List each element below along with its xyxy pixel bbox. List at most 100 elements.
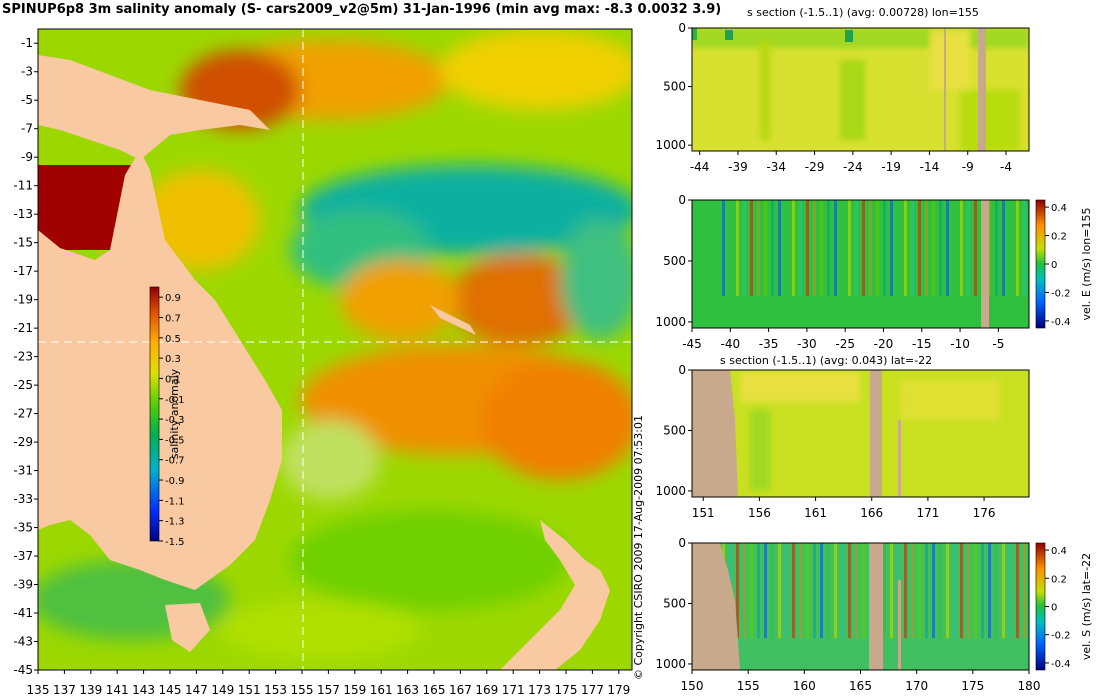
section-y-tick-label: 500	[663, 596, 686, 610]
section-x-tick-label: -45	[682, 337, 702, 351]
salinity-colorbar-tick: -0.7	[165, 456, 185, 467]
map-x-tick-label: 161	[370, 683, 393, 697]
section-x-tick-label: 171	[916, 506, 939, 520]
section-x-tick-label: 180	[1018, 679, 1041, 693]
section-x-tick-label: -20	[874, 337, 894, 351]
section-x-tick-label: -29	[805, 160, 825, 174]
map-y-tick-label: -41	[13, 606, 33, 620]
map-y-tick-label: -9	[21, 150, 33, 164]
section-x-tick-label: -4	[1000, 160, 1012, 174]
map-y-tick-label: -25	[13, 378, 33, 392]
section-x-tick-label: 150	[681, 679, 704, 693]
velocity-colorbar-tick: 0	[1051, 260, 1057, 271]
section-x-tick-label: 151	[692, 506, 715, 520]
section-x-tick-label: 161	[804, 506, 827, 520]
s-section-lat-field	[692, 370, 1029, 497]
vel-s-section-field	[692, 543, 1029, 670]
salinity-colorbar-tick: 0.1	[165, 374, 181, 385]
salinity-colorbar-tick: -1.1	[165, 496, 185, 507]
section-x-tick-label: -14	[920, 160, 940, 174]
map-y-tick-label: -39	[13, 578, 33, 592]
velocity-colorbar-tick: -0.4	[1051, 659, 1071, 670]
velocity-colorbar-tick: 0.2	[1051, 232, 1067, 243]
map-x-tick-label: 135	[27, 683, 50, 697]
section-y-tick-label: 0	[678, 21, 686, 35]
chart-title: SPINUP6p8 3m salinity anomaly (S- cars20…	[2, 2, 722, 17]
section-x-tick-label: 155	[737, 679, 760, 693]
map-x-tick-label: 159	[343, 683, 366, 697]
velocity-colorbar-tick: -0.4	[1051, 317, 1071, 328]
map-x-tick-label: 171	[502, 683, 525, 697]
map-x-tick-label: 143	[132, 683, 155, 697]
salinity-colorbar-tick: 0.9	[165, 293, 181, 304]
salinity-colorbar-tick: -1.5	[165, 537, 185, 548]
map-x-tick-label: 151	[238, 683, 261, 697]
section-x-tick-label: -35	[759, 337, 779, 351]
map-y-tick-label: -5	[21, 93, 33, 107]
section-x-tick-label: 156	[748, 506, 771, 520]
map-x-tick-label: 175	[555, 683, 578, 697]
map-y-tick-label: -33	[13, 492, 33, 506]
map-x-tick-label: 145	[159, 683, 182, 697]
map-x-tick-label: 137	[53, 683, 76, 697]
section-x-tick-label: -44	[690, 160, 710, 174]
velocity-colorbar-tick: -0.2	[1051, 631, 1071, 642]
map-y-tick-label: -3	[21, 65, 33, 79]
map-x-tick-label: 155	[291, 683, 314, 697]
map-x-tick-label: 179	[607, 683, 630, 697]
map-x-tick-label: 141	[106, 683, 129, 697]
section-x-tick-label: 166	[860, 506, 883, 520]
section-x-tick-label: 165	[849, 679, 872, 693]
salinity-colorbar-tick: 0.7	[165, 313, 181, 324]
map-x-tick-label: 149	[211, 683, 234, 697]
map-y-tick-label: -43	[13, 635, 33, 649]
map-x-tick-label: 153	[264, 683, 287, 697]
map-x-tick-label: 139	[79, 683, 102, 697]
map-x-tick-label: 165	[423, 683, 446, 697]
section-x-tick-label: -9	[962, 160, 974, 174]
map-y-tick-label: -15	[13, 236, 33, 250]
section-y-tick-label: 0	[678, 363, 686, 377]
section3-title: s section (-1.5..1) (avg: 0.043) lat=-22	[720, 354, 933, 367]
map-y-tick-label: -17	[13, 264, 33, 278]
salinity-colorbar-tick: -0.9	[165, 476, 185, 487]
salinity-map-field	[38, 29, 632, 670]
map-x-tick-label: 177	[581, 683, 604, 697]
map-y-tick-label: -7	[21, 122, 33, 136]
map-x-tick-label: 173	[528, 683, 551, 697]
salinity-colorbar-tick: 0.3	[165, 354, 181, 365]
map-y-tick-label: -19	[13, 293, 33, 307]
section-x-tick-label: -40	[720, 337, 740, 351]
section-x-tick-label: -19	[881, 160, 901, 174]
velocity-colorbar-tick: -0.2	[1051, 288, 1071, 299]
section-y-tick-label: 1000	[655, 484, 686, 498]
map-y-tick-label: -23	[13, 350, 33, 364]
section-x-tick-label: -10	[950, 337, 970, 351]
velocity-colorbar-tick: 0	[1051, 603, 1057, 614]
salinity-colorbar-tick: -0.1	[165, 395, 185, 406]
salinity-colorbar-tick: -1.3	[165, 517, 185, 528]
map-x-tick-label: 163	[396, 683, 419, 697]
map-y-tick-label: -29	[13, 435, 33, 449]
map-x-tick-label: 169	[475, 683, 498, 697]
velocity-colorbar-label: vel. S (m/s) lat=-22	[1080, 553, 1093, 660]
section-x-tick-label: -15	[912, 337, 932, 351]
velocity-colorbar-tick: 0.2	[1051, 574, 1067, 585]
map-y-tick-label: -35	[13, 521, 33, 535]
section-x-tick-label: -34	[766, 160, 786, 174]
salinity-colorbar-tick: -0.3	[165, 415, 185, 426]
section-y-tick-label: 1000	[655, 315, 686, 329]
section-x-tick-label: -24	[843, 160, 863, 174]
section-x-tick-label: 170	[905, 679, 928, 693]
vel-e-colorbar	[1035, 199, 1046, 329]
map-y-tick-label: -37	[13, 549, 33, 563]
section-x-tick-label: -5	[992, 337, 1004, 351]
map-y-tick-label: -11	[13, 179, 33, 193]
map-x-tick-label: 157	[317, 683, 340, 697]
section-x-tick-label: -25	[835, 337, 855, 351]
salinity-colorbar-tick: 0.5	[165, 334, 181, 345]
section-x-tick-label: -30	[797, 337, 817, 351]
s-section-lon-field	[692, 28, 1029, 151]
section-x-tick-label: -39	[728, 160, 748, 174]
